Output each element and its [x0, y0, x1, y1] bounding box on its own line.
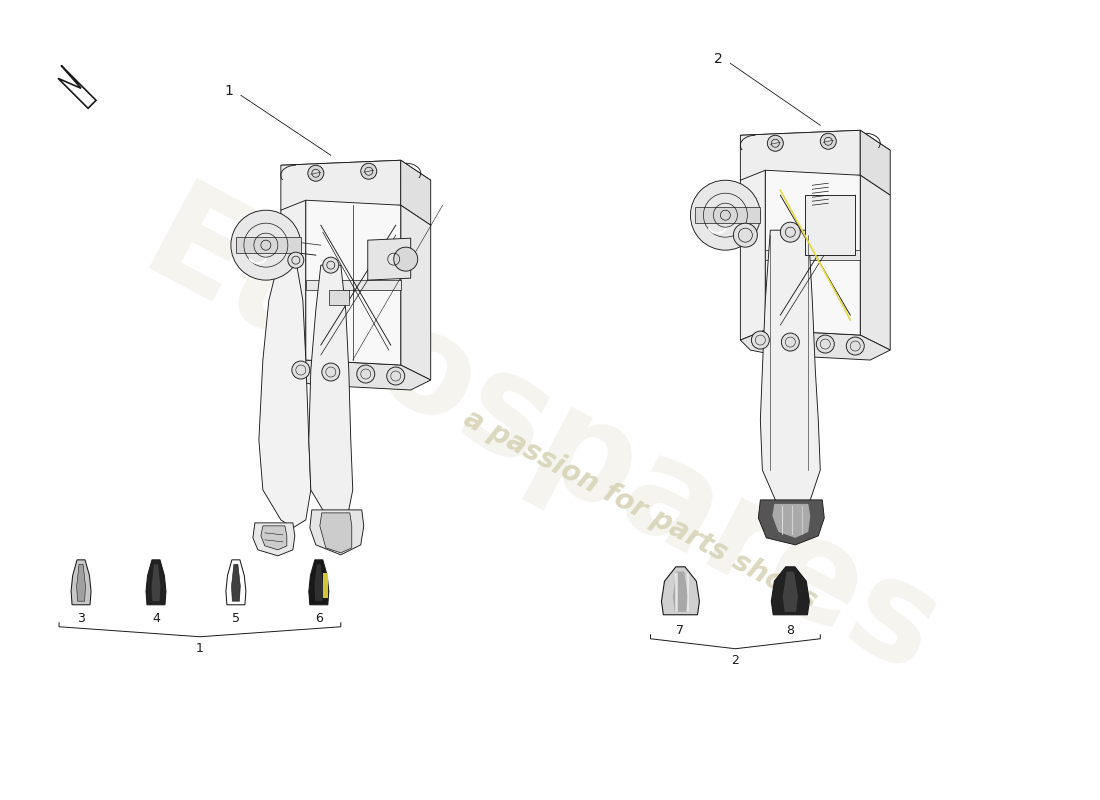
Text: 7: 7: [676, 624, 684, 638]
Polygon shape: [320, 513, 352, 553]
Polygon shape: [235, 237, 300, 253]
Circle shape: [821, 134, 836, 150]
Text: 1: 1: [196, 642, 204, 655]
Polygon shape: [860, 175, 890, 350]
Polygon shape: [72, 560, 91, 605]
Polygon shape: [783, 572, 798, 612]
Polygon shape: [315, 564, 323, 601]
Polygon shape: [77, 564, 86, 601]
Polygon shape: [766, 250, 860, 260]
Circle shape: [288, 252, 304, 268]
Polygon shape: [231, 564, 240, 601]
Polygon shape: [309, 265, 353, 518]
Polygon shape: [152, 564, 161, 601]
Circle shape: [361, 163, 377, 179]
Circle shape: [751, 331, 769, 349]
Polygon shape: [329, 290, 349, 305]
Polygon shape: [367, 238, 410, 280]
Polygon shape: [760, 230, 821, 510]
Circle shape: [292, 361, 310, 379]
Text: 6: 6: [315, 612, 322, 626]
Circle shape: [816, 335, 834, 353]
Polygon shape: [740, 170, 766, 340]
Text: 1: 1: [224, 84, 233, 98]
Polygon shape: [758, 500, 824, 545]
Polygon shape: [261, 526, 287, 550]
Text: 2: 2: [714, 52, 723, 66]
Polygon shape: [673, 572, 688, 612]
Text: 4: 4: [152, 612, 160, 626]
Circle shape: [322, 257, 339, 273]
Polygon shape: [306, 200, 400, 365]
Polygon shape: [306, 280, 400, 290]
Polygon shape: [400, 160, 431, 225]
Polygon shape: [771, 567, 810, 614]
Polygon shape: [860, 130, 890, 195]
Circle shape: [231, 210, 300, 280]
Polygon shape: [805, 195, 856, 255]
Polygon shape: [258, 260, 311, 528]
Text: a passion for parts shops: a passion for parts shops: [459, 405, 822, 615]
Polygon shape: [772, 504, 811, 538]
Circle shape: [768, 135, 783, 151]
Polygon shape: [740, 330, 890, 360]
Polygon shape: [253, 523, 295, 556]
Circle shape: [387, 367, 405, 385]
Text: Eurospares: Eurospares: [121, 174, 960, 706]
Polygon shape: [695, 207, 760, 223]
Circle shape: [356, 365, 375, 383]
Polygon shape: [322, 574, 328, 598]
Polygon shape: [400, 206, 431, 380]
Circle shape: [734, 223, 758, 247]
Polygon shape: [740, 130, 860, 180]
Text: 5: 5: [232, 612, 240, 626]
Polygon shape: [280, 200, 306, 370]
Polygon shape: [280, 360, 431, 390]
Circle shape: [780, 222, 801, 242]
Polygon shape: [280, 160, 400, 210]
Circle shape: [781, 333, 800, 351]
Polygon shape: [766, 170, 860, 335]
Polygon shape: [309, 560, 329, 605]
Polygon shape: [146, 560, 166, 605]
Text: 2: 2: [732, 654, 739, 667]
Text: 3: 3: [77, 612, 85, 626]
Polygon shape: [310, 510, 364, 555]
Circle shape: [308, 166, 323, 182]
Polygon shape: [280, 160, 431, 186]
Text: 8: 8: [786, 624, 794, 638]
Polygon shape: [740, 130, 890, 155]
Polygon shape: [661, 567, 700, 614]
Circle shape: [691, 180, 760, 250]
Circle shape: [846, 337, 865, 355]
Circle shape: [322, 363, 340, 381]
Circle shape: [394, 247, 418, 271]
